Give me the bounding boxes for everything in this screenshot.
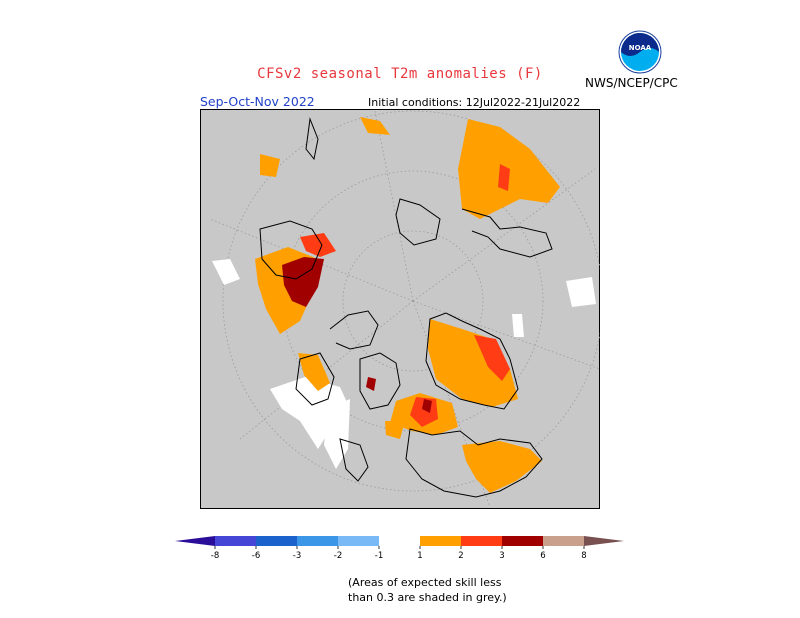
legend-tick-label: -1 bbox=[375, 551, 383, 561]
agency-label: NWS/NCEP/CPC bbox=[585, 76, 678, 90]
legend-tick-label: 6 bbox=[540, 551, 545, 561]
legend-bar bbox=[175, 536, 624, 546]
legend-ticks: -8 -6 -3 -2 -1 1 2 3 6 8 bbox=[211, 546, 587, 561]
legend-swatch bbox=[297, 536, 338, 546]
legend-tick-label: -8 bbox=[211, 551, 219, 561]
skill-note-line-2: than 0.3 are shaded in grey.) bbox=[348, 591, 507, 604]
color-legend: -8 -6 -3 -2 -1 1 2 3 6 8 bbox=[175, 536, 624, 561]
legend-tick-label: -2 bbox=[334, 551, 342, 561]
coastlines bbox=[259, 117, 553, 498]
initial-conditions-label: Initial conditions: 12Jul2022-21Jul2022 bbox=[368, 96, 581, 109]
skill-note-line-1: (Areas of expected skill less bbox=[348, 576, 502, 589]
legend-swatch bbox=[420, 536, 461, 546]
noaa-logo-text: NOAA bbox=[629, 44, 652, 52]
near-normal-regions bbox=[212, 259, 596, 469]
legend-arrow-high bbox=[584, 536, 624, 546]
legend-swatch bbox=[502, 536, 543, 546]
legend-swatch bbox=[338, 536, 379, 546]
legend-swatch bbox=[379, 536, 420, 546]
legend-tick-label: 2 bbox=[458, 551, 463, 561]
legend-tick-label: 8 bbox=[581, 551, 586, 561]
legend-tick-label: 3 bbox=[499, 551, 504, 561]
legend-swatch bbox=[256, 536, 297, 546]
anomaly-3-6-regions bbox=[282, 257, 432, 413]
legend-tick-label: 1 bbox=[417, 551, 422, 561]
season-label: Sep-Oct-Nov 2022 bbox=[200, 94, 315, 109]
legend-tick-label: -6 bbox=[252, 551, 260, 561]
legend-tick-label: -3 bbox=[293, 551, 301, 561]
legend-swatch bbox=[461, 536, 502, 546]
legend-arrow-low bbox=[175, 536, 215, 546]
polar-map bbox=[200, 109, 600, 509]
map-title: CFSv2 seasonal T2m anomalies (F) bbox=[257, 66, 543, 82]
legend-swatch bbox=[543, 536, 584, 546]
legend-swatch bbox=[215, 536, 256, 546]
noaa-logo-icon: NOAA bbox=[618, 30, 662, 74]
skill-note: (Areas of expected skill less than 0.3 a… bbox=[348, 575, 507, 605]
